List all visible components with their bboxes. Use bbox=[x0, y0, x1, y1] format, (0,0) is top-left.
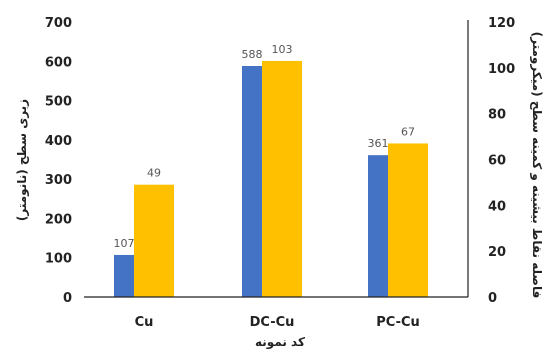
data-label-right: 49 bbox=[147, 167, 161, 180]
left-axis-title: زبری سطح (نانومتر) bbox=[15, 99, 30, 221]
bars bbox=[114, 60, 428, 298]
left-tick-label: 700 bbox=[45, 16, 72, 31]
bar-right-series bbox=[134, 184, 174, 297]
right-tick-label: 120 bbox=[488, 16, 515, 31]
right-axis-ticks: 0 20 40 60 80 100 120 bbox=[488, 16, 515, 306]
right-tick-label: 100 bbox=[488, 62, 515, 77]
right-tick-label: 40 bbox=[488, 199, 506, 214]
left-tick-label: 400 bbox=[45, 134, 72, 149]
right-tick-label: 0 bbox=[488, 291, 497, 306]
left-tick-label: 0 bbox=[63, 291, 72, 306]
right-tick-label: 60 bbox=[488, 154, 506, 169]
bar-right-series bbox=[262, 60, 302, 298]
data-label-right: 67 bbox=[401, 125, 415, 138]
data-label-left: 588 bbox=[242, 48, 263, 61]
right-tick-label: 20 bbox=[488, 245, 506, 260]
category-label: DC-Cu bbox=[250, 315, 295, 330]
bar-left-series bbox=[242, 66, 262, 297]
data-labels: 107 49 588 103 361 67 bbox=[114, 43, 416, 250]
bar-left-series bbox=[368, 155, 388, 297]
x-axis-title: کد نمونه bbox=[255, 335, 305, 350]
category-label: PC-Cu bbox=[376, 315, 420, 330]
left-tick-label: 300 bbox=[45, 173, 72, 188]
category-labels: Cu DC-Cu PC-Cu bbox=[135, 315, 420, 330]
data-label-left: 361 bbox=[368, 137, 389, 150]
data-label-right: 103 bbox=[272, 43, 293, 56]
left-axis-ticks: 0 100 200 300 400 500 600 700 bbox=[45, 16, 72, 306]
left-tick-label: 600 bbox=[45, 55, 72, 70]
right-axis-title: فاصله نقاط بیشینه و کمینه سطح (میکرومتر) bbox=[529, 32, 544, 299]
bar-right-series bbox=[388, 143, 428, 297]
left-tick-label: 100 bbox=[45, 252, 72, 267]
left-tick-label: 500 bbox=[45, 95, 72, 110]
data-label-left: 107 bbox=[114, 237, 135, 250]
right-tick-label: 80 bbox=[488, 108, 506, 123]
left-tick-label: 200 bbox=[45, 212, 72, 227]
category-label: Cu bbox=[135, 315, 154, 330]
bar-left-series bbox=[114, 254, 134, 297]
